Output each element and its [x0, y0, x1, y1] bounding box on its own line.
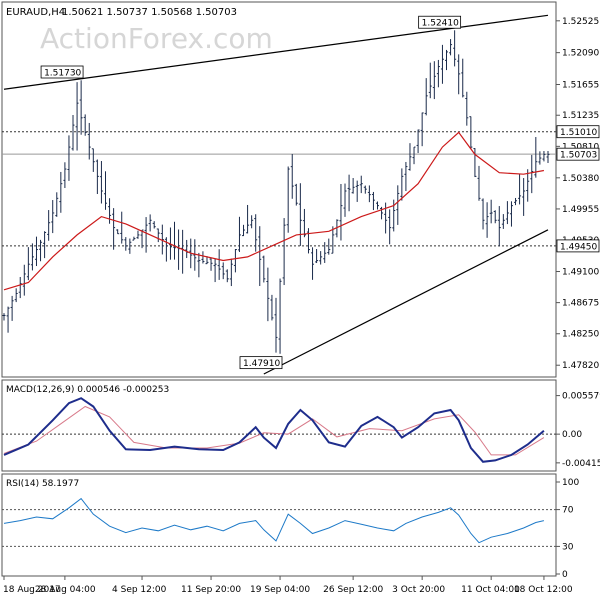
sma-line [3, 131, 545, 291]
price-annotation-label: 1.51730 [44, 69, 81, 79]
price-annotation-box [239, 356, 283, 370]
ohlc-values: 1.50621 1.50737 1.50568 1.50703 [62, 7, 237, 18]
x-axis-label: 26 Sep 12:00 [323, 585, 383, 595]
price-panel [1, 1, 557, 378]
price-axis-label: 1.50810 [562, 142, 599, 152]
symbol-label: EURAUD,H4 [6, 7, 65, 18]
rsi-axis-label: 0 [562, 570, 568, 580]
price-level-label: 1.51010 [560, 128, 597, 138]
price-axis-label: 1.48250 [562, 330, 599, 340]
x-axis-label: 18 Oct 12:00 [514, 585, 573, 595]
price-annotation-box [418, 15, 462, 29]
rsi-axis-label: 100 [562, 478, 579, 488]
x-axis-label: 3 Oct 20:00 [392, 585, 445, 595]
rsi-layer: 100 70 30 0 [2, 478, 579, 580]
price-level-box [556, 147, 600, 161]
rsi-panel [1, 473, 557, 577]
x-axis-label: 28 Aug 04:00 [35, 585, 96, 595]
price-axis-label: 1.51655 [562, 80, 599, 90]
macd-layer: 0.005579 0.00 -0.004156 [2, 392, 600, 469]
macd-title: MACD(12,26,9) 0.000546 -0.000253 [6, 385, 169, 395]
price-axis-label: 1.47820 [562, 361, 599, 371]
x-axis-label: 19 Sep 04:00 [250, 585, 310, 595]
x-axis-label: 11 Sep 20:00 [181, 585, 241, 595]
trendline [263, 229, 549, 375]
macd-signal-line [3, 405, 545, 456]
macd-line [3, 397, 545, 463]
rsi-axis-label: 70 [562, 506, 574, 516]
price-level-box [556, 239, 600, 253]
price-axis-label: 1.52090 [562, 49, 599, 59]
price-level-label: 1.50703 [560, 151, 597, 161]
price-axis-label: 1.50380 [562, 174, 599, 184]
price-axis-label: 1.49955 [562, 205, 599, 215]
x-axis-label: 18 Aug 2017 [3, 585, 61, 595]
price-axis-label: 1.52525 [562, 17, 599, 27]
price-axis-label: 1.51235 [562, 111, 599, 121]
price-annotation-box [40, 65, 84, 79]
rsi-line [3, 497, 545, 544]
price-axis-label: 1.49100 [562, 268, 599, 278]
macd-panel [1, 379, 557, 472]
macd-axis-label: -0.004156 [562, 459, 600, 469]
price-level-box [556, 125, 600, 139]
x-axis-label: 4 Sep 12:00 [112, 585, 167, 595]
x-axis-label: 11 Oct 04:00 [461, 585, 520, 595]
price-axis-label: 1.48675 [562, 299, 599, 309]
macd-axis-label: 0.005579 [562, 392, 600, 402]
price-level-label: 1.49450 [560, 242, 597, 252]
price-annotation-label: 1.52410 [422, 19, 459, 29]
watermark: ActionForex.com [40, 22, 273, 55]
rsi-title: RSI(14) 58.1977 [6, 479, 79, 489]
price-annotation-label: 1.47910 [243, 359, 280, 369]
macd-axis-label: 0.00 [562, 430, 582, 440]
price-layer: 1.52525 1.52090 1.51655 1.51235 1.50810 1.503… [2, 14, 600, 375]
chart-header: EURAUD,H4 1.50621 1.50737 1.50568 1.5070… [6, 7, 237, 18]
rsi-axis-label: 30 [562, 542, 574, 552]
